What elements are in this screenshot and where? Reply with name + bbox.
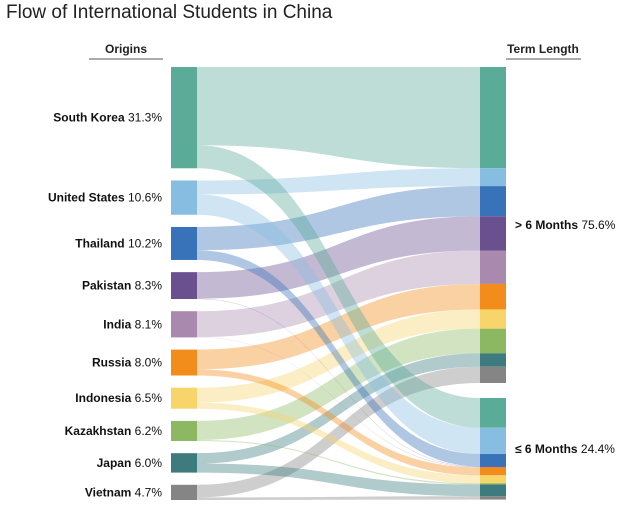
target-segment-pakistan-6-months (480, 216, 506, 251)
flow-pakistan-to-6-months (197, 298, 480, 467)
source-node-india (171, 311, 197, 338)
target-segment-russia-6-months (480, 467, 506, 476)
flow-indonesia-to-6-months (197, 402, 480, 484)
source-share: 10.2% (128, 236, 162, 250)
source-node-pakistan (171, 272, 197, 300)
target-segment-russia-6-months (480, 283, 506, 310)
flow-kazakhstan-to-6-months (197, 440, 480, 485)
target-segment-japan-6-months (480, 484, 506, 497)
target-share: 75.6% (581, 218, 615, 232)
source-share: 6.0% (135, 456, 163, 470)
source-share: 10.6% (128, 191, 162, 205)
target-segment-indonesia-6-months (480, 309, 506, 329)
target-name: ≤ 6 Months (515, 442, 581, 456)
target-segment-united-states-6-months (480, 427, 506, 455)
flow-japan-to-6-months (197, 353, 480, 464)
source-label-kazakhstan: Kazakhstan 6.2% (65, 424, 163, 438)
source-share: 8.0% (135, 356, 163, 370)
target-segment-india-6-months (480, 466, 506, 468)
flow-thailand-to-6-months (197, 250, 480, 467)
target-segment-kazakhstan-6-months (480, 328, 506, 354)
flow-pakistan-to-6-months (197, 216, 480, 299)
target-segment-pakistan-6-months (480, 466, 506, 468)
source-name: India (103, 317, 134, 331)
source-labels: South Korea 31.3% United States 10.6% Thai… (48, 111, 162, 500)
source-node-thailand (171, 226, 197, 260)
target-segment-thailand-6-months (480, 454, 506, 467)
source-share: 8.3% (135, 279, 163, 293)
source-name: Russia (92, 356, 135, 370)
source-label-united-states: United States 10.6% (48, 191, 162, 205)
source-share: 31.3% (128, 111, 162, 125)
source-node-indonesia (171, 387, 197, 409)
source-label-south-korea: South Korea 31.3% (53, 111, 162, 125)
flow-russia-to-6-months (197, 369, 480, 476)
flow-india-to-6-months (197, 337, 480, 468)
source-name: United States (48, 191, 128, 205)
source-node-united-states (171, 180, 197, 215)
source-node-japan (171, 453, 197, 473)
source-name: South Korea (53, 111, 128, 125)
target-share: 24.4% (581, 442, 615, 456)
target-segment-thailand-6-months (480, 186, 506, 217)
source-share: 4.7% (135, 485, 163, 499)
target-segment-south-korea-6-months (480, 67, 506, 169)
chart-title: Flow of International Students in China (6, 2, 333, 23)
flow-thailand-to-6-months (197, 186, 480, 251)
source-label-indonesia: Indonesia 6.5% (75, 391, 162, 405)
target-segment-vietnam-6-months (480, 366, 506, 384)
source-label-india: India 8.1% (103, 317, 162, 331)
flow-vietnam-to-6-months (197, 496, 480, 500)
source-node-south-korea (171, 67, 197, 169)
flow-russia-to-6-months (197, 283, 480, 370)
source-label-russia: Russia 8.0% (92, 356, 162, 370)
flow-india-to-6-months (197, 250, 480, 338)
flow-kazakhstan-to-6-months (197, 328, 480, 441)
source-nodes (171, 67, 197, 500)
source-name: Pakistan (82, 279, 135, 293)
flow-united-states-to-6-months (197, 168, 480, 195)
flow-united-states-to-6-months (197, 194, 480, 455)
source-node-kazakhstan (171, 420, 197, 441)
target-name: > 6 Months (515, 218, 581, 232)
term-length-header: Term Length (507, 42, 579, 56)
target-segment-kazakhstan-6-months (480, 483, 506, 485)
source-name: Indonesia (75, 391, 134, 405)
flow-indonesia-to-6-months (197, 309, 480, 403)
source-label-pakistan: Pakistan 8.3% (82, 279, 162, 293)
target-segment-vietnam-6-months (480, 496, 506, 500)
flow-south-korea-to-6-months (197, 145, 480, 428)
flow-south-korea-to-6-months (197, 67, 480, 169)
target-label-6-months: ≤ 6 Months 24.4% (515, 442, 615, 456)
target-nodes (480, 67, 506, 500)
target-label-6-months: > 6 Months 75.6% (515, 218, 616, 232)
source-label-japan: Japan 6.0% (97, 456, 163, 470)
source-name: Kazakhstan (65, 424, 135, 438)
flow-japan-to-6-months (197, 463, 480, 497)
source-name: Japan (97, 456, 135, 470)
source-node-vietnam (171, 484, 197, 500)
target-segment-south-korea-6-months (480, 398, 506, 428)
source-label-thailand: Thailand 10.2% (75, 236, 162, 250)
target-segment-united-states-6-months (480, 168, 506, 187)
target-segment-indonesia-6-months (480, 475, 506, 484)
target-labels: > 6 Months 75.6% ≤ 6 Months 24.4% (515, 218, 616, 456)
source-share: 8.1% (135, 317, 163, 331)
origins-header: Origins (105, 42, 147, 56)
flow-vietnam-to-6-months (197, 366, 480, 498)
source-name: Thailand (75, 236, 128, 250)
source-share: 6.5% (135, 391, 163, 405)
target-segment-japan-6-months (480, 353, 506, 367)
flows-layer (197, 67, 480, 500)
source-share: 6.2% (135, 424, 163, 438)
source-label-vietnam: Vietnam 4.7% (85, 485, 162, 499)
target-segment-india-6-months (480, 250, 506, 284)
source-name: Vietnam (85, 485, 135, 499)
source-node-russia (171, 349, 197, 376)
